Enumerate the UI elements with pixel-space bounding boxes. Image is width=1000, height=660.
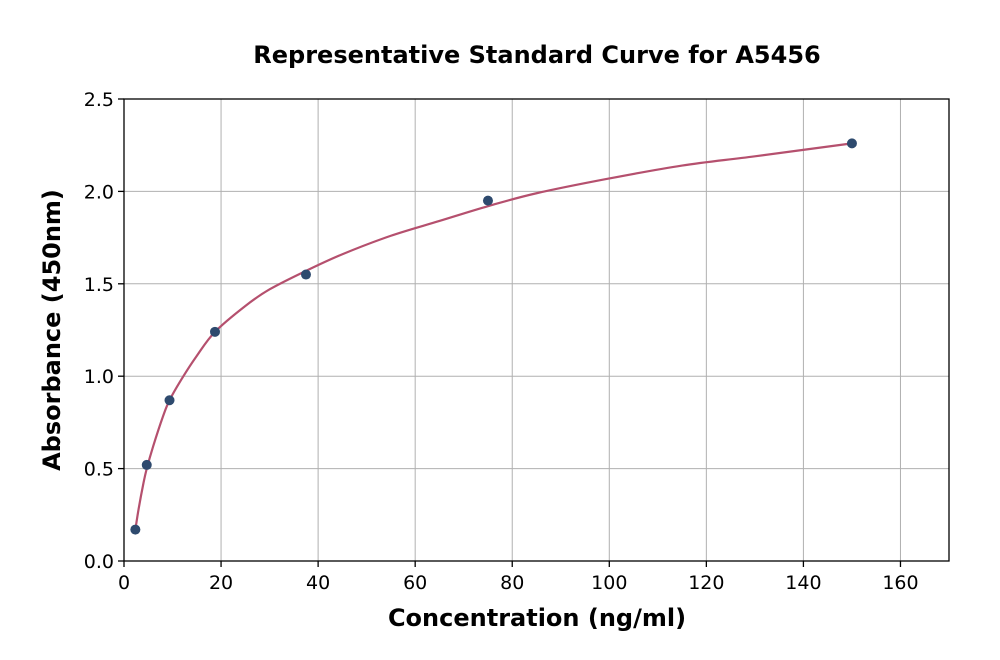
- data-point: [482, 195, 493, 206]
- x-tick-label: 60: [403, 572, 427, 594]
- x-axis-ticks: 0 20 40 60 80 100 120 140 160: [118, 561, 919, 594]
- y-axis-label: Absorbance (450nm): [38, 189, 66, 471]
- x-tick-label: 80: [500, 572, 524, 594]
- x-axis-label: Concentration (ng/ml): [388, 604, 686, 632]
- x-tick-label: 40: [306, 572, 330, 594]
- fit-curve-line: [134, 142, 853, 530]
- y-tick-label: 0.5: [84, 459, 114, 481]
- chart-title: Representative Standard Curve for A5456: [253, 41, 820, 69]
- fit-curve-group: [134, 142, 853, 530]
- y-tick-label: 1.5: [84, 274, 114, 296]
- plot-frame: [123, 98, 950, 562]
- y-tick-label: 1.0: [84, 366, 114, 388]
- x-tick-label: 160: [882, 572, 918, 594]
- y-tick-label: 0.0: [84, 551, 114, 573]
- x-tick-label: 140: [785, 572, 821, 594]
- data-point: [164, 395, 175, 406]
- grid: [124, 99, 949, 561]
- x-tick-label: 100: [591, 572, 627, 594]
- data-point: [130, 524, 141, 535]
- x-tick-label: 0: [118, 572, 130, 594]
- y-tick-label: 2.0: [84, 181, 114, 203]
- x-tick-label: 20: [209, 572, 233, 594]
- y-axis-ticks: 0.0 0.5 1.0 1.5 2.0 2.5: [84, 89, 124, 573]
- data-point: [141, 459, 152, 470]
- data-points-group: [130, 138, 857, 535]
- data-point: [846, 138, 857, 149]
- data-point: [300, 269, 311, 280]
- x-tick-label: 120: [688, 572, 724, 594]
- data-point: [209, 326, 220, 337]
- y-tick-label: 2.5: [84, 89, 114, 111]
